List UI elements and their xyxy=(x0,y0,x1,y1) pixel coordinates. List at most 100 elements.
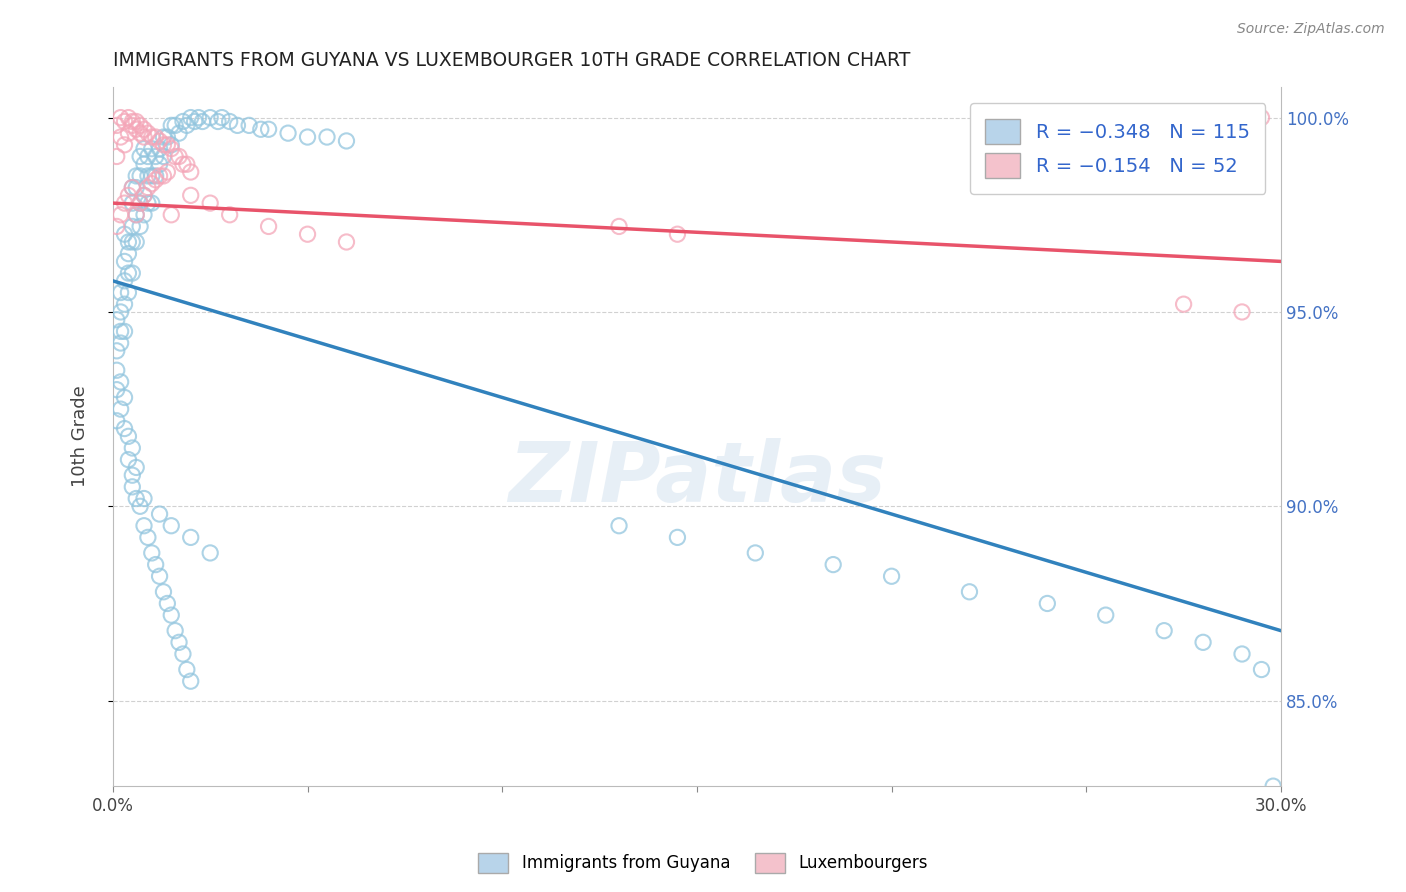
Point xyxy=(110,325,132,339)
Point xyxy=(129,500,152,514)
Point xyxy=(165,149,187,163)
Point xyxy=(105,383,128,397)
Point xyxy=(110,111,132,125)
Point xyxy=(152,130,174,145)
Point xyxy=(125,169,148,183)
Point xyxy=(132,142,155,156)
Point xyxy=(823,558,845,572)
Point xyxy=(145,173,167,187)
Point xyxy=(257,122,280,136)
Point xyxy=(959,584,981,599)
Point xyxy=(129,149,152,163)
Point xyxy=(125,235,148,249)
Point xyxy=(125,180,148,194)
Point xyxy=(132,188,155,202)
Point xyxy=(167,126,190,140)
Point xyxy=(165,119,187,133)
Point xyxy=(105,149,128,163)
Point xyxy=(114,227,136,242)
Point xyxy=(172,647,194,661)
Point xyxy=(1192,635,1215,649)
Point xyxy=(1153,624,1175,638)
Point xyxy=(167,149,190,163)
Point xyxy=(114,274,136,288)
Point xyxy=(129,119,152,133)
Point xyxy=(156,137,179,152)
Point xyxy=(110,305,132,319)
Point xyxy=(152,584,174,599)
Point xyxy=(141,177,163,191)
Point xyxy=(121,219,143,234)
Point xyxy=(136,196,159,211)
Point xyxy=(183,114,205,128)
Point xyxy=(114,297,136,311)
Point xyxy=(198,196,221,211)
Point xyxy=(160,518,183,533)
Point xyxy=(165,624,187,638)
Point xyxy=(105,119,128,133)
Point xyxy=(152,169,174,183)
Point xyxy=(880,569,903,583)
Point xyxy=(114,254,136,268)
Point xyxy=(1094,608,1116,623)
Point xyxy=(141,142,163,156)
Point xyxy=(132,157,155,171)
Point xyxy=(110,130,132,145)
Legend: Immigrants from Guyana, Luxembourgers: Immigrants from Guyana, Luxembourgers xyxy=(471,847,935,880)
Point xyxy=(218,208,240,222)
Point xyxy=(110,285,132,300)
Point xyxy=(249,122,271,136)
Point xyxy=(148,169,170,183)
Point xyxy=(114,196,136,211)
Point xyxy=(141,546,163,560)
Text: ZIPatlas: ZIPatlas xyxy=(508,438,886,519)
Point xyxy=(145,130,167,145)
Point xyxy=(141,130,163,145)
Point xyxy=(117,266,139,280)
Point xyxy=(666,227,689,242)
Point xyxy=(121,180,143,194)
Point xyxy=(105,343,128,358)
Point xyxy=(1173,297,1195,311)
Point xyxy=(117,429,139,443)
Point xyxy=(160,137,183,152)
Point xyxy=(297,227,319,242)
Point xyxy=(160,208,183,222)
Point xyxy=(117,188,139,202)
Point xyxy=(335,134,357,148)
Point xyxy=(136,180,159,194)
Point xyxy=(160,608,183,623)
Point xyxy=(125,122,148,136)
Point xyxy=(1250,111,1272,125)
Point xyxy=(198,546,221,560)
Point xyxy=(121,196,143,211)
Point xyxy=(110,402,132,417)
Point xyxy=(145,169,167,183)
Point xyxy=(121,114,143,128)
Point xyxy=(114,325,136,339)
Point xyxy=(141,169,163,183)
Point xyxy=(110,375,132,389)
Point xyxy=(316,130,339,145)
Point xyxy=(129,219,152,234)
Point xyxy=(114,137,136,152)
Point xyxy=(218,114,240,128)
Point xyxy=(136,169,159,183)
Point xyxy=(191,114,214,128)
Point xyxy=(180,674,202,689)
Point xyxy=(136,126,159,140)
Point xyxy=(160,119,183,133)
Point xyxy=(1230,305,1253,319)
Point xyxy=(207,114,229,128)
Point xyxy=(105,414,128,428)
Point xyxy=(148,507,170,521)
Point xyxy=(132,491,155,506)
Point xyxy=(1250,663,1272,677)
Point xyxy=(607,219,630,234)
Point xyxy=(152,149,174,163)
Point xyxy=(117,246,139,260)
Point xyxy=(172,114,194,128)
Point xyxy=(156,165,179,179)
Point xyxy=(114,421,136,435)
Point xyxy=(129,169,152,183)
